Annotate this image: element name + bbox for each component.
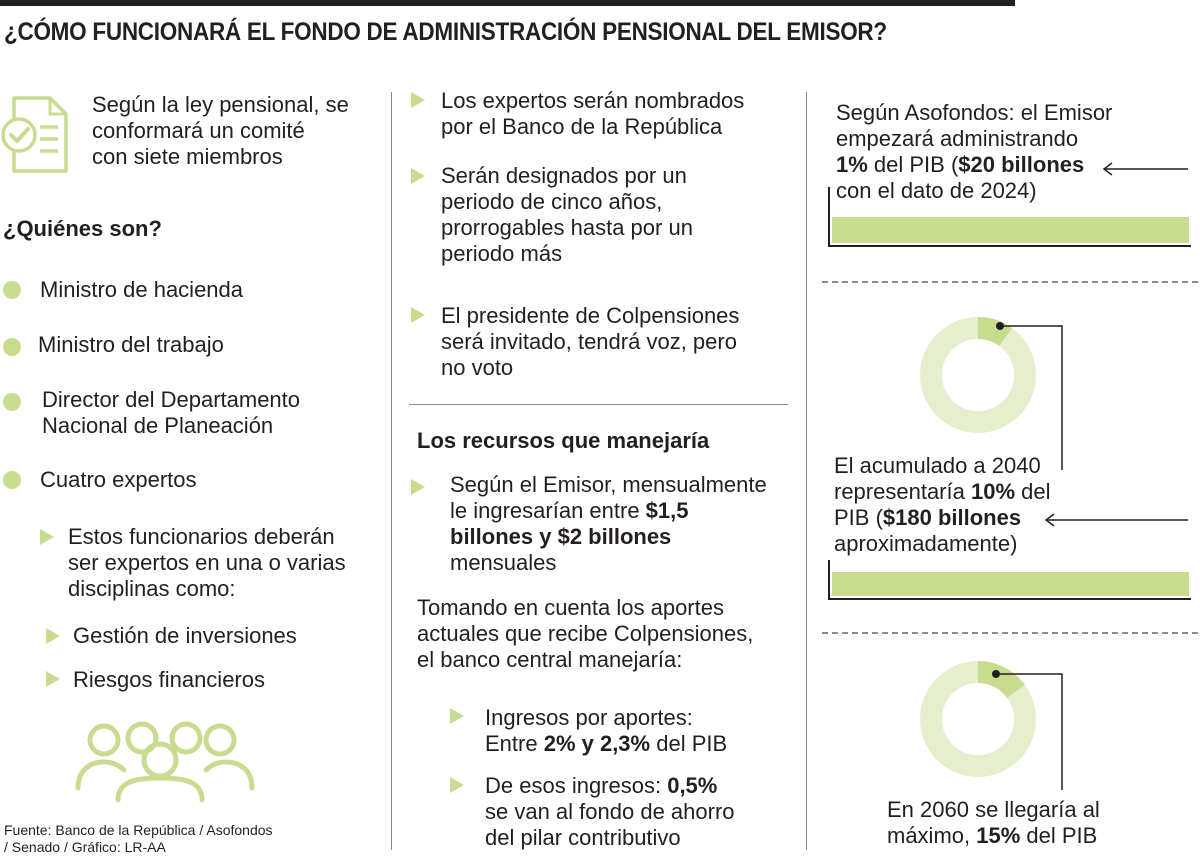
maximum-2060: En 2060 se llegaría al máximo, 15% del P… (887, 797, 1100, 848)
triangle-bullet-icon (411, 479, 425, 495)
who-heading: ¿Quiénes son? (3, 216, 162, 241)
discipline-item: Gestión de inversiones (73, 623, 297, 648)
bar-1pct (832, 217, 1189, 243)
income-contributions: Ingresos por aportes: Entre 2% y 2,3% de… (485, 705, 728, 756)
people-group-icon (75, 721, 255, 803)
donut-2040-leader (996, 322, 1063, 470)
divider-left (391, 92, 392, 850)
experts-note: Estos funcionarios deberán ser expertos … (68, 524, 346, 601)
triangle-bullet-icon (411, 307, 425, 323)
divider-right (806, 92, 807, 850)
colpensiones-guest: El presidente de Colpensiones será invit… (441, 303, 740, 380)
term-period: Serán designados por un periodo de cinco… (441, 163, 693, 266)
page-title: ¿CÓMO FUNCIONARÁ EL FONDO DE ADMINISTRAC… (4, 18, 887, 46)
resources-heading: Los recursos que manejaría (417, 428, 710, 453)
discipline-item: Riesgos financieros (73, 667, 265, 692)
dot-bullet-icon (3, 471, 21, 489)
arrow-left-icon (1102, 162, 1188, 176)
source-note: Fuente: Banco de la República / Asofondo… (4, 822, 273, 855)
contributions-intro: Tomando en cuenta los aportes actuales q… (417, 595, 754, 672)
member-item: Cuatro expertos (40, 467, 197, 492)
triangle-bullet-icon (46, 671, 60, 687)
dashed-divider (822, 632, 1198, 634)
triangle-bullet-icon (46, 628, 60, 644)
bar-frame (828, 187, 1191, 247)
asofondos-start: Según Asofondos: el Emisor empezará admi… (836, 100, 1113, 203)
bar-frame (828, 560, 1191, 600)
triangle-bullet-icon (450, 708, 464, 724)
triangle-bullet-icon (411, 168, 425, 184)
arrow-left-icon (1044, 513, 1188, 527)
top-rule (0, 0, 1015, 6)
triangle-bullet-icon (411, 92, 425, 108)
member-item: Director del Departamento Nacional de Pl… (42, 387, 301, 438)
donut-2040 (920, 317, 1036, 433)
donut-2060-leader (992, 670, 1063, 790)
accumulated-2040: El acumulado a 2040 representaría 10% de… (834, 453, 1051, 556)
checklist-icon (1, 96, 68, 173)
bar-10pct (832, 572, 1189, 596)
dot-bullet-icon (3, 393, 21, 411)
triangle-bullet-icon (40, 529, 54, 545)
monthly-income: Según el Emisor, mensualmente le ingresa… (450, 472, 767, 575)
experts-appointment: Los expertos serán nombrados por el Banc… (441, 88, 745, 139)
member-item: Ministro del trabajo (38, 332, 224, 357)
donut-arc-10pct (977, 317, 1013, 347)
savings-fund: De esos ingresos: 0,5% se van al fondo d… (485, 773, 735, 850)
donut-2060 (920, 661, 1036, 777)
dot-bullet-icon (3, 281, 21, 299)
section-rule (409, 404, 788, 405)
member-item: Ministro de hacienda (40, 277, 244, 302)
dot-bullet-icon (3, 338, 21, 356)
triangle-bullet-icon (450, 777, 464, 793)
dashed-divider (822, 281, 1198, 283)
intro-text: Según la ley pensional, se conformará un… (92, 92, 349, 169)
donut-arc-15pct (977, 661, 1025, 699)
